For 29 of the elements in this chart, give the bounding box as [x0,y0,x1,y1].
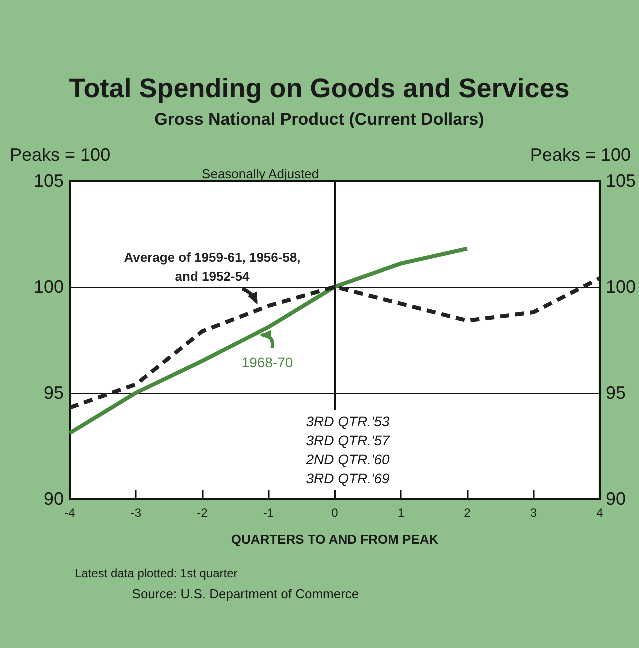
chart-title: Total Spending on Goods and Services [69,74,570,104]
y2-tick-label: 100 [606,277,636,297]
y2-tick-label: 95 [606,383,626,403]
source-note: Source: U.S. Department of Commerce [132,586,360,602]
y2-axis-title: Peaks = 100 [530,145,632,165]
y-tick-label: 90 [44,489,64,509]
x-tick-label: 0 [332,506,339,520]
chart-subtitle: Gross National Product (Current Dollars) [154,110,484,129]
x-tick-label: 3 [530,506,538,520]
y2-tick-label: 105 [606,171,636,191]
series-label: Average of 1959-61, 1956-58, and 1952-54 [124,250,301,284]
x-tick-label: -4 [64,506,76,520]
x-tick-label: 1 [398,506,405,520]
text: Seasonally Adjusted [202,166,320,182]
x-tick-label: 2 [464,506,472,520]
y-tick-label: 105 [34,171,64,191]
x-axis-title: QUARTERS TO AND FROM PEAK [231,532,440,547]
legend-label: 1968-70 [242,354,294,370]
x-tick-label: -3 [130,506,142,520]
y-tick-label: 95 [44,383,64,403]
annotation: 3RD QTR.'53 3RD QTR.'57 2ND QTR.'60 3RD QTR.'69 [305,414,391,486]
x-tick-label: -1 [263,506,274,520]
x-tick-label: 4 [596,506,604,520]
text: Latest data plotted: 1st quarter [75,566,238,580]
line-series [68,246,470,436]
x-tick-label: -2 [197,506,208,520]
y-axis-title: Peaks = 100 [10,145,111,165]
y-tick-label: 100 [34,277,64,297]
y2-tick-label: 90 [606,489,626,509]
